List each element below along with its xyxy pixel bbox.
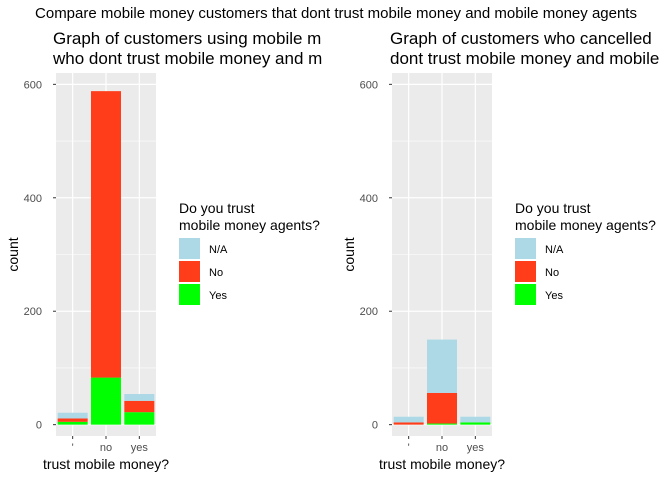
bar-yes-3 [124,412,155,425]
x-tick-label: ' [72,442,74,454]
chart-title-line2: dont trust mobile money and mobile [390,49,659,68]
legend-label-yes: Yes [545,290,563,302]
bar-no-3 [124,400,155,413]
y-tick-label: 0 [372,420,378,432]
legend-swatch-yes [515,284,536,305]
legend-title-line1: Do you trust [179,200,255,216]
legend-label-na: N/A [209,244,228,256]
bar-no-2 [91,91,121,378]
x-tick-label: yes [131,442,149,454]
bar-yes-3 [460,422,491,425]
legend-label-no: No [209,267,223,279]
y-axis-title: count [341,237,357,271]
y-tick-label: 200 [24,306,42,318]
x-tick-label: no [100,442,112,454]
bar-na-3 [460,416,491,423]
chart-title-line1: Graph of customers using mobile m [53,29,321,48]
legend-swatch-yes [179,284,200,305]
legend-label-yes: Yes [209,290,227,302]
y-tick-label: 0 [36,420,42,432]
legend-swatch-na [515,238,536,259]
legend-title-line2: mobile money agents? [179,217,320,233]
x-tick-label: ' [408,442,410,454]
bar-na-2 [427,339,457,393]
legend-swatch-na [179,238,200,259]
legend-title-line1: Do you trust [515,200,591,216]
bar-na-1 [57,412,88,419]
x-tick-label: no [436,442,448,454]
chart-title-line1: Graph of customers who cancelled [390,29,652,48]
y-axis-title: count [5,237,21,271]
bar-no-2 [427,392,457,424]
bar-na-1 [393,416,424,423]
bar-na-3 [124,394,155,401]
chart-title-line2: who dont trust mobile money and m [52,49,322,68]
legend-title-line2: mobile money agents? [515,217,656,233]
legend-swatch-no [179,261,200,282]
bar-no-1 [57,418,88,422]
y-tick-label: 600 [24,79,42,91]
x-axis-title: trust mobile money? [43,456,169,472]
legend-label-no: No [545,267,559,279]
bar-no-1 [393,422,424,425]
y-tick-label: 400 [360,193,378,205]
bar-yes-1 [57,421,88,425]
figure-suptitle: Compare mobile money customers that dont… [35,5,637,22]
y-tick-label: 200 [360,306,378,318]
legend-label-na: N/A [545,244,564,256]
y-tick-label: 400 [24,193,42,205]
y-tick-label: 600 [360,79,378,91]
bar-yes-2 [91,377,121,425]
legend-swatch-no [515,261,536,282]
bar-yes-2 [427,423,457,425]
x-axis-title: trust mobile money? [379,456,505,472]
x-tick-label: yes [467,442,485,454]
